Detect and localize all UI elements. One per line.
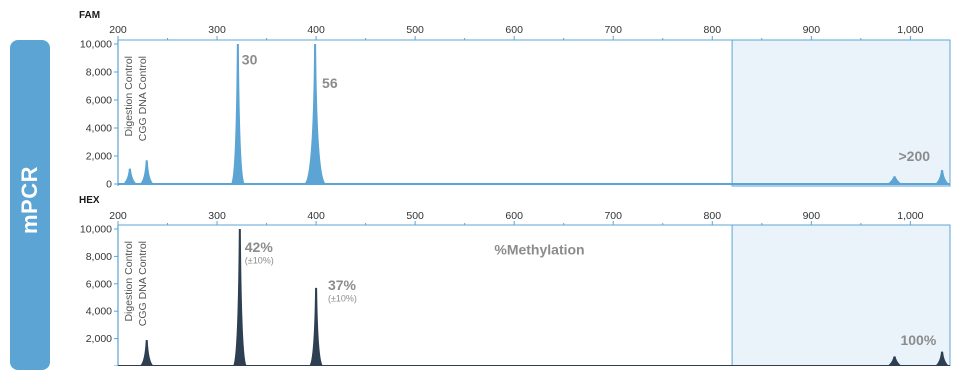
sidebar-tab: [10, 40, 50, 370]
x-tick-label: 800: [704, 210, 722, 222]
x-tick-label: 700: [604, 210, 622, 222]
y-tick-label: 8,000: [86, 251, 112, 263]
peak: [139, 339, 154, 366]
y-tick-label: 10,000: [80, 39, 112, 51]
x-tick-label: 300: [208, 24, 226, 36]
peak: [309, 287, 324, 366]
peak-annotation: (±10%): [328, 294, 357, 304]
x-tick-label: 400: [307, 210, 325, 222]
x-tick-label: 400: [307, 24, 325, 36]
x-tick-label: 200: [109, 210, 127, 222]
fam-panel: FAM 200 300 400 500 600 700 800 900 1,000 0 2,000 4,…: [79, 10, 951, 191]
peak: [230, 44, 245, 184]
x-tick-label: 500: [406, 210, 424, 222]
control-label: CGG DNA Control: [137, 56, 149, 141]
peak: [232, 229, 247, 366]
y-tick-label: 2,000: [86, 333, 112, 345]
panel-title: HEX: [79, 195, 100, 206]
peak-annotation: 100%: [900, 332, 936, 348]
x-tick-label: 200: [109, 24, 127, 36]
x-tick-label: 1,000: [897, 24, 923, 36]
x-tick-label: 500: [406, 24, 424, 36]
x-tick-label: 900: [803, 210, 821, 222]
x-tick-label: 600: [505, 24, 523, 36]
control-label: Digestion Control: [123, 241, 135, 322]
control-label: CGG DNA Control: [137, 241, 149, 326]
peak: [935, 351, 950, 366]
x-tick-label: 800: [704, 24, 722, 36]
peak: [935, 170, 950, 184]
panel-title: FAM: [79, 10, 100, 21]
peak: [887, 176, 902, 184]
peak: [139, 160, 154, 184]
peak: [122, 168, 137, 184]
control-label: Digestion Control: [123, 56, 135, 137]
hex-panel: HEX 200 300 400 500 600 700 800 900 1,000 2,000 4,0…: [79, 195, 951, 366]
peak: [304, 44, 327, 184]
y-tick-label: 2,000: [86, 151, 112, 163]
x-tick-label: 900: [803, 24, 821, 36]
peak: [887, 356, 902, 366]
peak-annotation: 42%: [245, 239, 274, 255]
y-tick-label: 0: [106, 179, 112, 191]
peak-annotation: %Methylation: [494, 242, 584, 258]
peak-annotation: (±10%): [245, 255, 274, 265]
shaded-region: [731, 224, 951, 366]
peak-annotation: 56: [322, 75, 338, 91]
x-tick-label: 600: [505, 210, 523, 222]
peak-annotation: 37%: [328, 277, 357, 293]
x-tick-label: 700: [604, 24, 622, 36]
x-tick-label: 300: [208, 210, 226, 222]
peak-annotation: >200: [898, 148, 930, 164]
y-tick-label: 8,000: [86, 67, 112, 79]
y-tick-label: 6,000: [86, 278, 112, 290]
y-tick-label: 4,000: [86, 306, 112, 318]
y-tick-label: 4,000: [86, 123, 112, 135]
y-tick-label: 6,000: [86, 95, 112, 107]
y-tick-label: 10,000: [80, 224, 112, 236]
shaded-region: [731, 39, 951, 187]
x-tick-label: 1,000: [897, 210, 923, 222]
peak-annotation: 30: [242, 51, 258, 67]
